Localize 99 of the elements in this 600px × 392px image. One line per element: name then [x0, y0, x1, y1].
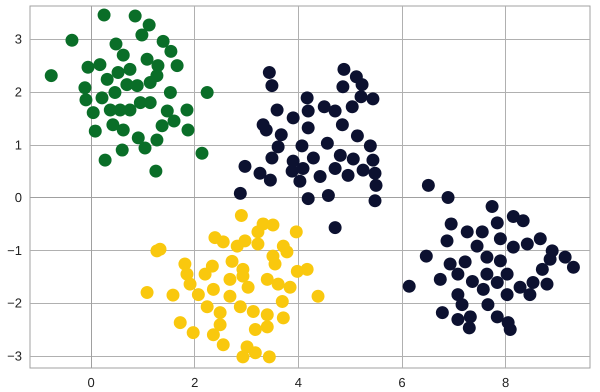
y-tick-label: 0 — [14, 190, 22, 206]
y-tick-label: 1 — [14, 137, 22, 152]
point — [276, 311, 290, 324]
point — [168, 114, 181, 128]
y-tick-label: −1 — [7, 242, 22, 258]
y-tick-label: −3 — [7, 348, 22, 364]
point — [106, 118, 120, 132]
point — [116, 144, 129, 157]
point — [268, 258, 282, 271]
point — [116, 48, 130, 62]
x-tick-label: 0 — [88, 375, 95, 390]
point — [192, 288, 205, 302]
x-tick-label: 2 — [191, 375, 198, 390]
point — [78, 81, 92, 94]
point — [96, 91, 109, 104]
point — [98, 8, 111, 22]
point — [135, 28, 148, 42]
point — [200, 300, 214, 314]
point — [104, 103, 117, 116]
point — [206, 282, 220, 296]
point — [184, 278, 197, 291]
point — [238, 234, 252, 248]
point — [198, 268, 212, 281]
point — [44, 69, 58, 82]
point — [223, 290, 236, 303]
point — [98, 154, 112, 167]
point — [242, 280, 255, 294]
point — [214, 318, 227, 332]
point — [160, 104, 174, 118]
point — [149, 164, 162, 178]
point — [166, 288, 180, 302]
point — [170, 59, 184, 72]
point — [234, 300, 247, 314]
point — [138, 141, 152, 154]
point — [142, 18, 156, 32]
point — [150, 244, 164, 258]
point — [100, 72, 114, 86]
point — [174, 316, 187, 330]
point — [93, 58, 106, 72]
point — [150, 69, 164, 82]
y-tick-label: 3 — [14, 32, 22, 47]
point — [140, 52, 154, 66]
point — [196, 146, 208, 160]
point — [284, 280, 297, 294]
point — [156, 119, 169, 132]
point — [116, 124, 130, 137]
point — [312, 290, 325, 303]
point — [128, 10, 142, 23]
y-tick-label: −2 — [7, 296, 22, 311]
point — [110, 37, 122, 50]
point — [206, 260, 219, 273]
point — [186, 326, 200, 340]
x-tick-label: 4 — [294, 375, 302, 390]
point — [266, 218, 280, 232]
point — [260, 308, 274, 322]
point — [112, 66, 125, 79]
point — [251, 225, 264, 238]
point — [180, 268, 194, 281]
point — [206, 328, 220, 342]
point — [223, 272, 236, 286]
point — [86, 106, 100, 120]
point — [88, 124, 102, 138]
point — [132, 131, 145, 144]
point — [260, 272, 274, 286]
point — [200, 86, 214, 100]
point — [236, 350, 250, 364]
point — [248, 346, 262, 360]
point — [82, 60, 95, 74]
point — [216, 235, 230, 248]
point — [180, 103, 194, 116]
point — [276, 295, 289, 308]
point — [123, 62, 136, 76]
point — [182, 124, 194, 137]
point — [214, 306, 227, 320]
point — [280, 245, 294, 258]
point — [156, 34, 170, 48]
x-tick-label: 8 — [502, 375, 510, 390]
point — [140, 286, 154, 300]
y-tick-label: 2 — [14, 84, 22, 100]
point — [246, 305, 260, 318]
point — [260, 320, 274, 334]
point — [251, 237, 264, 250]
point — [262, 350, 276, 364]
point — [290, 225, 303, 238]
point — [272, 278, 285, 291]
x-tick-label: 6 — [398, 375, 406, 390]
point — [234, 209, 248, 222]
point — [108, 86, 122, 100]
point — [150, 134, 164, 147]
point — [79, 93, 92, 106]
point — [300, 262, 314, 276]
point — [164, 44, 178, 58]
point — [164, 86, 177, 100]
point — [144, 96, 157, 110]
point — [226, 254, 239, 268]
point — [65, 34, 78, 47]
point — [216, 338, 230, 352]
point — [120, 78, 134, 92]
point — [248, 322, 262, 336]
